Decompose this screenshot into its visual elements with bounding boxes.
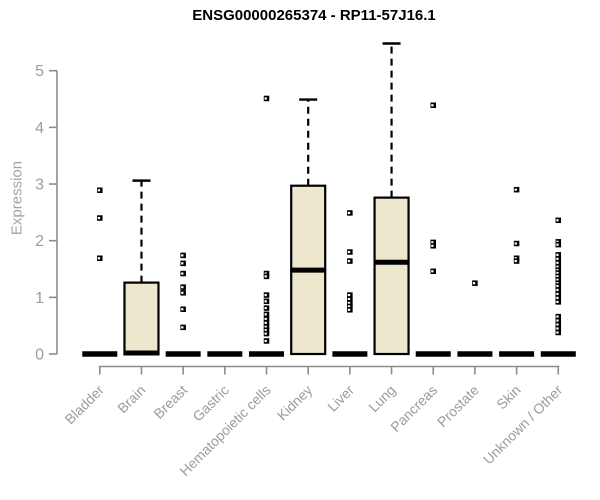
outlier-pip — [347, 211, 351, 215]
zero-bar — [415, 351, 451, 357]
outlier-pip — [431, 244, 434, 247]
outlier-pip — [264, 97, 267, 100]
box-Lung — [373, 196, 410, 356]
outlier-pip — [556, 275, 559, 278]
outlier-pip — [556, 327, 559, 330]
outlier-pip — [556, 261, 559, 264]
category-label: Skin — [493, 382, 524, 413]
category-label: Liver — [324, 382, 357, 415]
category-label: Breast — [150, 382, 190, 422]
outlier-pip — [556, 219, 559, 222]
outlier-pip — [431, 104, 434, 107]
outlier-pip — [264, 332, 267, 335]
outlier-pip — [181, 254, 184, 257]
outlier-pip — [556, 323, 559, 326]
category-label: Lung — [365, 382, 398, 415]
category-label: Kidney — [274, 382, 316, 424]
outlier-pip — [431, 270, 434, 273]
outlier-pip — [514, 188, 517, 191]
category-label: Prostate — [434, 382, 482, 430]
category-label: Unknown / Other — [480, 382, 566, 468]
zero-bar — [332, 351, 368, 357]
box-Brain — [123, 281, 160, 356]
y-tick-label: 4 — [35, 120, 44, 137]
category-label: Brain — [114, 382, 148, 416]
outlier-pip — [264, 293, 267, 297]
y-tick-label: 1 — [35, 290, 44, 307]
outlier-pip — [556, 253, 559, 256]
outlier-pip — [97, 216, 101, 220]
outlier-pip — [556, 288, 559, 292]
outlier-pip — [264, 339, 267, 343]
zero-bar — [165, 351, 201, 357]
zero-bar — [249, 351, 285, 357]
outlier-pip — [556, 300, 559, 303]
outlier-pip — [556, 269, 559, 272]
outlier-pip — [347, 301, 351, 305]
y-axis-title: Expression — [8, 160, 26, 236]
outlier-pip — [181, 272, 184, 275]
outlier-pip — [264, 329, 267, 332]
outlier-pip — [556, 296, 559, 300]
outlier-pip — [514, 257, 517, 260]
outlier-pip — [264, 317, 267, 320]
outlier-pip — [556, 331, 559, 334]
outlier-pip — [264, 313, 267, 316]
outlier-pip — [514, 259, 517, 263]
outlier-pip — [347, 305, 351, 308]
y-tick-label: 5 — [35, 63, 44, 80]
outlier-pip — [556, 292, 559, 296]
outlier-pip — [97, 189, 101, 192]
outlier-pip — [347, 308, 351, 311]
zero-bar — [540, 351, 576, 357]
zero-bar — [457, 351, 493, 357]
outlier-pip — [264, 325, 267, 328]
chart-title: ENSG00000265374 - RP11-57J16.1 — [192, 7, 436, 24]
outlier-pip — [556, 315, 559, 318]
outlier-pip — [347, 293, 351, 297]
category-label: Bladder — [61, 382, 107, 428]
outlier-pip — [556, 282, 559, 285]
y-tick-label: 2 — [35, 233, 44, 250]
outlier-pip — [472, 282, 476, 285]
outlier-pip — [264, 307, 267, 310]
outlier-pip — [347, 259, 351, 263]
outlier-pip — [556, 271, 559, 275]
outlier-pip — [181, 286, 184, 289]
y-tick-label: 3 — [35, 177, 44, 194]
y-tick-label: 0 — [35, 347, 44, 364]
outlier-pip — [556, 319, 559, 322]
outlier-pip — [556, 265, 559, 268]
outlier-pip — [264, 300, 267, 303]
outlier-pip — [431, 241, 434, 244]
outlier-pip — [264, 321, 267, 324]
outlier-pip — [264, 275, 267, 278]
outlier-pip — [556, 257, 559, 260]
outlier-pip — [347, 250, 351, 254]
zero-bar — [207, 351, 243, 357]
zero-bar — [82, 351, 118, 357]
zero-bar — [499, 351, 535, 357]
outlier-pip — [181, 308, 184, 311]
outlier-pip — [556, 243, 559, 246]
outlier-pip — [514, 242, 517, 245]
outlier-pip — [181, 291, 184, 294]
outlier-pip — [181, 326, 184, 329]
outlier-pip — [556, 240, 559, 243]
outlier-pip — [181, 262, 184, 265]
outlier-pip — [264, 272, 267, 275]
outlier-pip — [347, 297, 351, 301]
outlier-pip — [556, 284, 559, 288]
outlier-pip — [556, 278, 559, 281]
outlier-pip — [97, 257, 101, 260]
